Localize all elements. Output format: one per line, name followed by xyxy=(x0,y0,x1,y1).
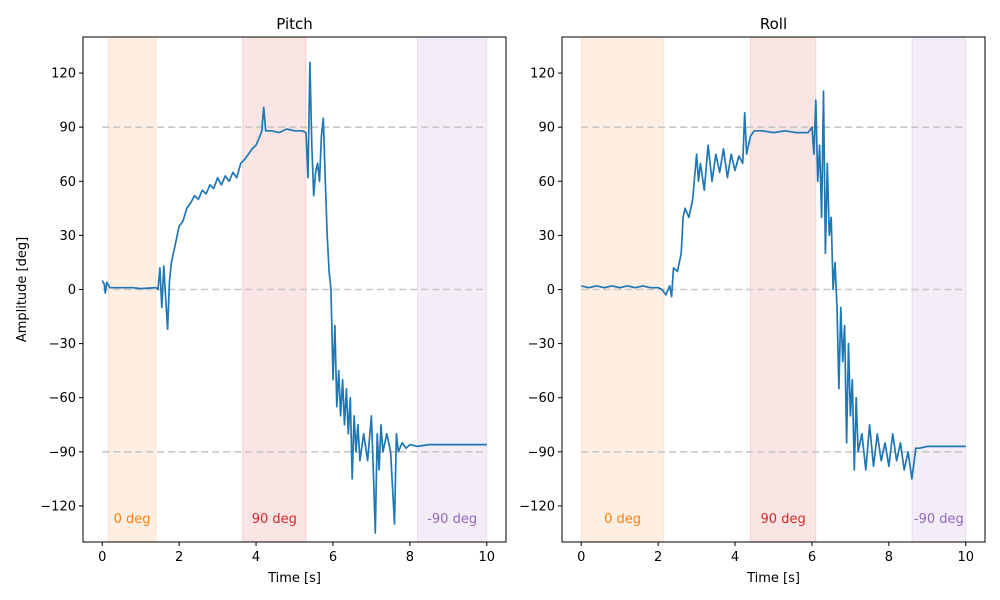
y-tick-label: −90 xyxy=(528,445,555,460)
y-tick-label: 0 xyxy=(68,283,76,298)
y-tick-label: 120 xyxy=(51,67,76,82)
band-label-1: 0 deg xyxy=(604,512,641,527)
chart-panel-1: 0 deg 90 deg -90 deg1209060300−30−60−90−12… xyxy=(15,15,507,586)
x-tick-label: 8 xyxy=(885,550,893,565)
y-tick-label: 60 xyxy=(538,175,555,190)
x-tick-label: 4 xyxy=(731,550,739,565)
band-label-2: 90 deg xyxy=(761,512,806,527)
x-tick-label: 10 xyxy=(478,550,495,565)
x-tick-label: 8 xyxy=(406,550,414,565)
y-tick-label: 30 xyxy=(538,229,555,244)
y-tick-label: 90 xyxy=(59,121,76,136)
chart-panel-2: 0 deg 90 deg -90 deg1209060300−30−60−90−12… xyxy=(519,15,986,586)
y-tick-label: 120 xyxy=(530,67,555,82)
y-tick-label: 60 xyxy=(59,175,76,190)
band-label-1: 0 deg xyxy=(114,512,151,527)
series-line-1 xyxy=(581,90,966,480)
band-label-3: -90 deg xyxy=(914,512,964,527)
y-tick-label: −30 xyxy=(49,337,76,352)
x-tick-label: 2 xyxy=(654,550,662,565)
x-tick-label: 4 xyxy=(252,550,260,565)
y-tick-label: −60 xyxy=(528,391,555,406)
y-tick-label: −90 xyxy=(49,445,76,460)
chart-title: Pitch xyxy=(276,15,313,33)
x-tick-label: 10 xyxy=(957,550,974,565)
x-tick-label: 2 xyxy=(175,550,183,565)
x-tick-label: 6 xyxy=(329,550,337,565)
x-axis-label: Time [s] xyxy=(267,571,321,586)
y-tick-label: 90 xyxy=(538,121,555,136)
y-tick-label: −120 xyxy=(519,499,555,514)
y-tick-label: 0 xyxy=(547,283,555,298)
x-tick-label: 0 xyxy=(98,550,106,565)
band-label-3: -90 deg xyxy=(427,512,477,527)
x-tick-label: 0 xyxy=(577,550,585,565)
y-tick-label: −60 xyxy=(49,391,76,406)
band-label-2: 90 deg xyxy=(252,512,297,527)
y-tick-label: −120 xyxy=(40,499,76,514)
chart-title: Roll xyxy=(760,15,787,33)
series-line-1 xyxy=(101,61,487,534)
y-tick-label: 30 xyxy=(59,229,76,244)
x-axis-label: Time [s] xyxy=(746,571,800,586)
y-axis-label: Amplitude [deg] xyxy=(15,237,30,342)
y-tick-label: −30 xyxy=(528,337,555,352)
x-tick-label: 6 xyxy=(808,550,816,565)
